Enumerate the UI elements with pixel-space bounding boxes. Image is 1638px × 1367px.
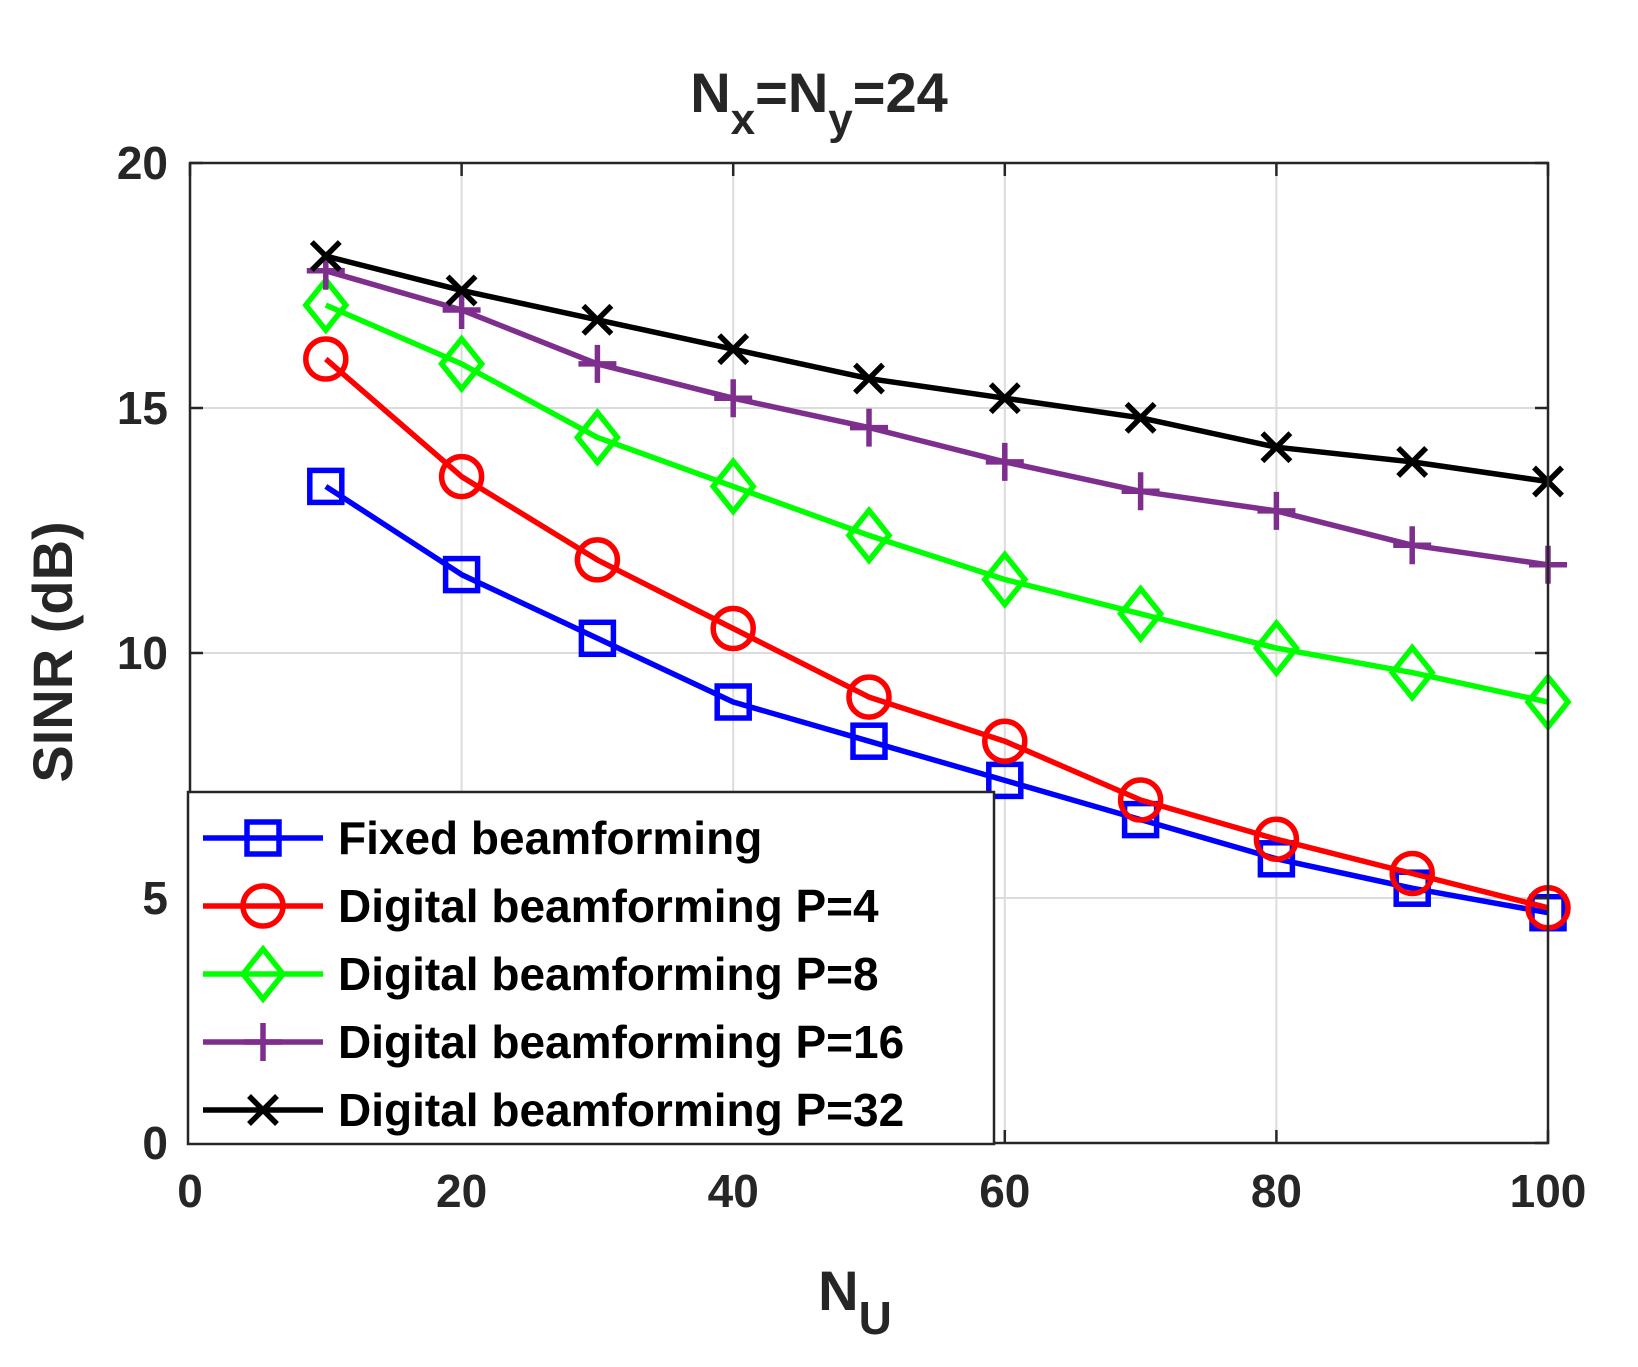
legend: Fixed beamforming Digital beamforming P=4… (186, 790, 996, 1146)
legend-label: Digital beamforming P=16 (338, 1016, 904, 1068)
circle-marker (982, 718, 1028, 764)
plus-marker (985, 442, 1024, 481)
x-marker (445, 274, 478, 307)
y-tick-label: 20 (117, 137, 168, 189)
legend-item-3: Digital beamforming P=8 (203, 944, 879, 1004)
square-marker (1121, 800, 1160, 839)
y-tick-label: 0 (142, 1117, 168, 1169)
legend-item-1: Fixed beamforming (203, 812, 762, 864)
diamond-marker (845, 505, 893, 565)
series-line (325, 253, 1549, 485)
x-marker (988, 382, 1021, 415)
x-marker (717, 333, 750, 366)
y-tick-label: 5 (142, 872, 168, 924)
x-marker (853, 362, 885, 395)
series-4 (306, 251, 1567, 584)
legend-box (186, 790, 996, 1146)
series-line (324, 302, 1549, 705)
square-marker (578, 619, 617, 658)
diamond-marker (981, 550, 1029, 609)
series-1 (307, 467, 1567, 932)
y-axis-label: SINR (dB) (21, 521, 84, 782)
series-line (325, 268, 1549, 568)
x-marker (309, 240, 342, 273)
legend-label: Digital beamforming P=4 (338, 880, 879, 932)
x-tick-label: 60 (979, 1165, 1030, 1217)
legend-label: Fixed beamforming (338, 812, 762, 864)
plus-marker (1393, 526, 1432, 565)
y-tick-label: 15 (117, 382, 168, 434)
plus-marker (1121, 472, 1160, 511)
x-axis-label: NU (818, 1259, 892, 1344)
plus-marker (1257, 491, 1296, 530)
y-tick-label: 10 (117, 627, 168, 679)
legend-item-5: Digital beamforming P=32 (203, 1084, 904, 1136)
legend-item-2: Digital beamforming P=4 (203, 880, 879, 932)
square-marker (307, 467, 345, 506)
square-marker (442, 555, 481, 594)
series-line (324, 484, 1549, 916)
plus-marker (714, 379, 753, 418)
legend-item-4: Digital beamforming P=16 (203, 1016, 904, 1068)
legend-label: Digital beamforming P=8 (338, 948, 879, 1000)
series-2 (303, 336, 1571, 931)
x-marker (1124, 401, 1157, 434)
diamond-marker (709, 456, 757, 516)
x-marker (581, 303, 614, 336)
plus-marker (442, 291, 481, 329)
x-tick-label: 100 (1510, 1165, 1587, 1217)
circle-marker (1117, 777, 1164, 823)
plus-marker (850, 408, 888, 447)
x-marker (1396, 445, 1429, 478)
legend-label: Digital beamforming P=32 (338, 1084, 904, 1136)
circle-marker (438, 453, 485, 500)
series-line (323, 356, 1549, 911)
x-tick-label: 20 (436, 1165, 487, 1217)
series-3 (302, 275, 1572, 732)
chart-title: Nx=Ny=24 (690, 61, 948, 144)
diamond-marker (573, 407, 621, 467)
series-5 (309, 240, 1564, 498)
x-marker (247, 1094, 279, 1126)
square-marker (1257, 840, 1296, 878)
x-tick-label: 0 (177, 1165, 203, 1217)
square-marker (714, 683, 752, 721)
circle-marker (710, 605, 756, 652)
diamond-marker (438, 334, 486, 394)
diamond-marker (1117, 584, 1165, 644)
square-marker (244, 819, 282, 857)
diamond-marker (1252, 618, 1300, 678)
circle-marker (846, 674, 892, 720)
diamond-marker (1388, 643, 1436, 703)
square-marker (850, 722, 888, 760)
plus-marker (244, 1023, 282, 1061)
plus-marker (578, 344, 617, 383)
square-marker (986, 761, 1024, 800)
circle-marker (1253, 816, 1300, 862)
series-group (302, 240, 1572, 932)
diamond-marker (239, 944, 287, 1004)
circle-marker (240, 883, 286, 929)
circle-marker (1389, 850, 1435, 897)
diamond-marker (302, 275, 350, 335)
x-tick-label: 80 (1251, 1165, 1302, 1217)
circle-marker (574, 537, 621, 583)
x-marker (1260, 431, 1293, 464)
circle-marker (303, 336, 349, 382)
axis-ticks: 0 20 40 60 80 100 0 5 10 15 20 (117, 137, 1587, 1217)
x-tick-label: 40 (708, 1165, 759, 1217)
